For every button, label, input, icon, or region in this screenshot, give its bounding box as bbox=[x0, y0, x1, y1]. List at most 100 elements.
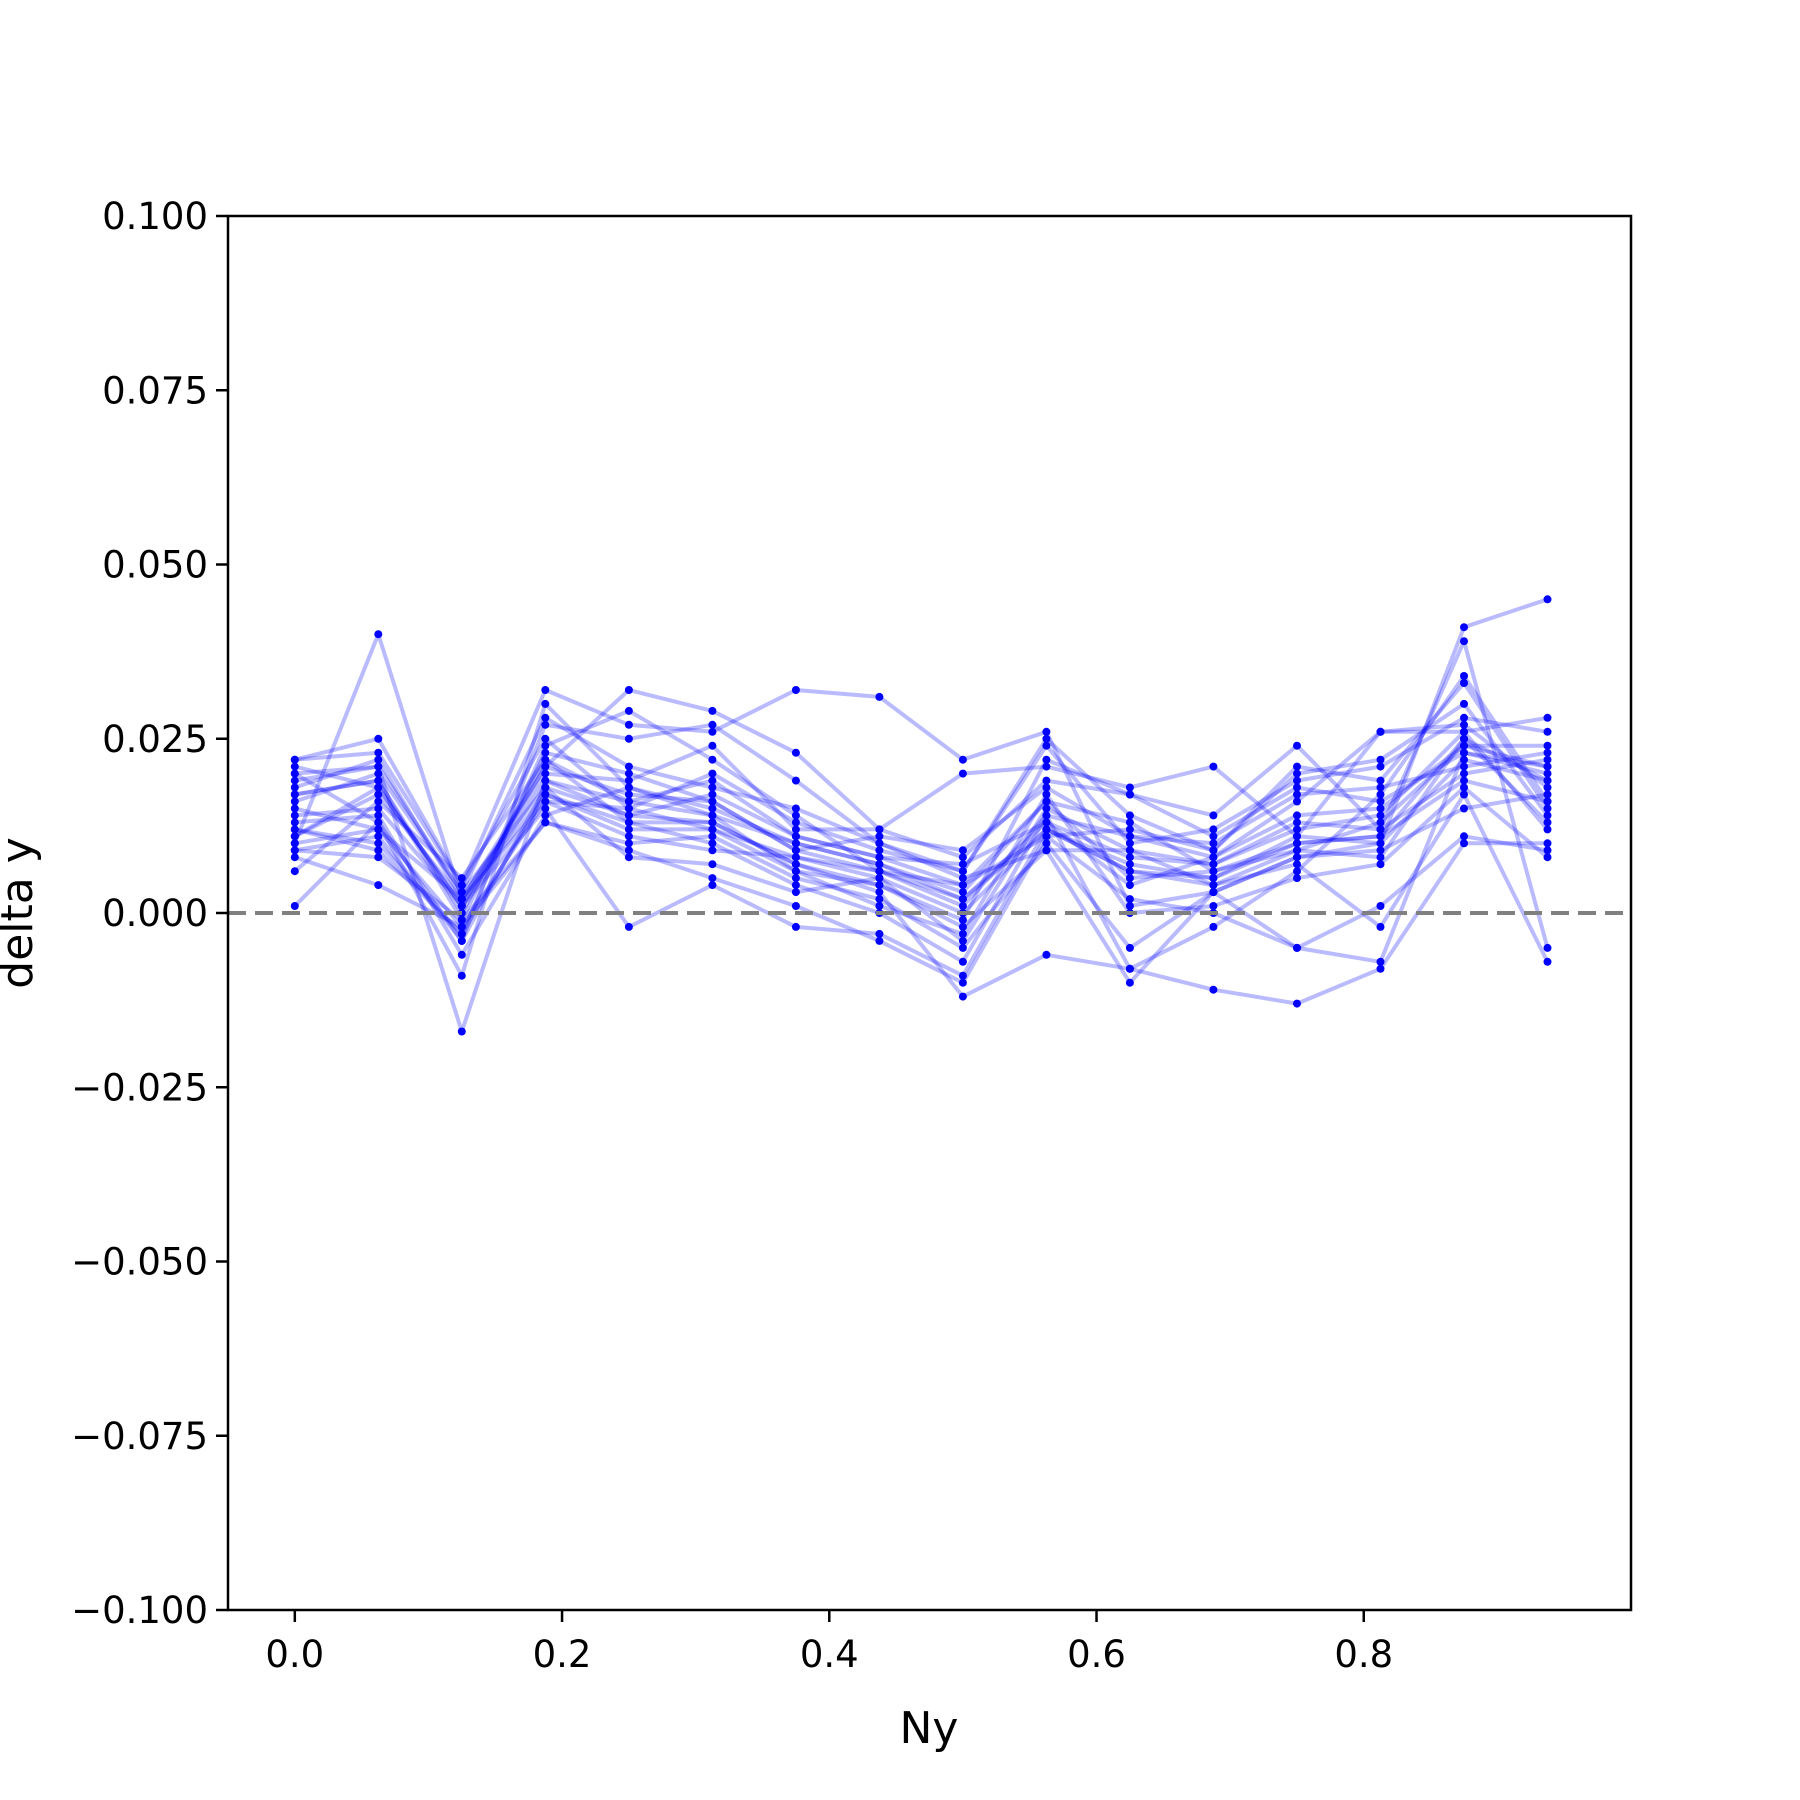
data-point-s8-7 bbox=[791, 881, 800, 890]
series-line-3 bbox=[294, 764, 1548, 1034]
data-point-s20-16 bbox=[1543, 804, 1552, 813]
y-tick-label: 0.100 bbox=[102, 195, 208, 238]
x-tick-label: 0.4 bbox=[800, 1633, 859, 1676]
data-point-s18-11 bbox=[1125, 853, 1134, 862]
data-point-s23-6 bbox=[708, 790, 717, 799]
data-point-s2-16 bbox=[1543, 595, 1552, 604]
data-point-s20-15 bbox=[1460, 679, 1468, 687]
data-point-s23-8 bbox=[875, 853, 884, 862]
data-point-s5-13 bbox=[1293, 741, 1301, 750]
data-point-s2-5 bbox=[624, 720, 633, 729]
data-point-s23-13 bbox=[1293, 839, 1301, 848]
data-point-s6-5 bbox=[624, 734, 633, 743]
data-point-s24-4 bbox=[541, 755, 550, 764]
data-point-s7-6 bbox=[708, 776, 717, 785]
data-point-s10-5 bbox=[624, 706, 633, 715]
series-line-21 bbox=[294, 820, 1548, 985]
ticks-layer: 0.100 0.075 0.050 0.025 0.000 −0.025 −0.050 −0.… bbox=[71, 195, 1393, 1676]
data-point-s20-6 bbox=[708, 783, 717, 792]
y-tick-label: 0.050 bbox=[102, 544, 208, 587]
data-point-s6-11 bbox=[1125, 978, 1134, 987]
data-point-s16-16 bbox=[1543, 727, 1552, 736]
data-point-s10-11 bbox=[1125, 825, 1134, 834]
data-point-s7-3 bbox=[457, 874, 466, 883]
y-tick-label: 0.075 bbox=[102, 369, 208, 412]
data-point-s19-4 bbox=[541, 790, 550, 799]
data-point-s5-3 bbox=[457, 971, 466, 980]
data-point-s12-8 bbox=[875, 929, 884, 938]
data-point-s9-9 bbox=[958, 846, 967, 855]
data-point-s14-13 bbox=[1293, 783, 1301, 792]
data-point-s13-1 bbox=[290, 818, 299, 827]
data-point-s24-1 bbox=[290, 790, 299, 799]
data-point-s18-1 bbox=[290, 811, 299, 820]
data-point-s18-10 bbox=[1042, 818, 1051, 827]
data-point-s1-2 bbox=[374, 630, 383, 639]
data-point-s4-7 bbox=[791, 748, 800, 757]
data-point-s2-2 bbox=[374, 734, 383, 743]
data-point-s3-9 bbox=[958, 992, 967, 1001]
data-point-s24-2 bbox=[374, 776, 383, 785]
y-tick-label: −0.025 bbox=[71, 1066, 208, 1109]
data-point-s6-6 bbox=[708, 720, 717, 729]
series-line-1 bbox=[292, 632, 1549, 902]
series-line-14 bbox=[294, 743, 1548, 902]
data-point-s2-11 bbox=[1125, 902, 1134, 910]
data-point-s19-3 bbox=[457, 929, 466, 938]
series-line-17 bbox=[294, 757, 1548, 929]
data-point-s12-6 bbox=[708, 881, 717, 890]
data-point-s24-10 bbox=[1042, 846, 1051, 855]
data-point-s22-2 bbox=[374, 790, 383, 799]
data-point-s23-7 bbox=[791, 832, 800, 841]
data-point-s8-15 bbox=[1460, 672, 1468, 680]
data-point-s8-9 bbox=[958, 957, 967, 966]
data-point-s24-6 bbox=[708, 818, 717, 827]
data-point-s2-8 bbox=[875, 692, 884, 701]
data-point-s18-12 bbox=[1209, 860, 1218, 869]
data-point-s4-12 bbox=[1209, 762, 1218, 771]
data-point-s21-15 bbox=[1460, 832, 1468, 841]
data-point-s17-2 bbox=[374, 825, 383, 834]
data-point-s2-6 bbox=[708, 727, 717, 736]
data-point-s4-16 bbox=[1543, 713, 1552, 722]
data-point-s14-7 bbox=[791, 825, 800, 834]
data-point-s8-1 bbox=[290, 804, 299, 813]
series-line-24 bbox=[294, 736, 1549, 929]
data-point-s20-7 bbox=[791, 804, 800, 813]
data-point-s11-5 bbox=[624, 853, 633, 862]
data-point-s13-9 bbox=[958, 888, 967, 897]
series-line-20 bbox=[294, 681, 1550, 895]
data-point-s15-15 bbox=[1460, 804, 1468, 813]
data-point-s10-7 bbox=[791, 811, 800, 820]
data-point-s22-9 bbox=[958, 902, 967, 910]
data-point-s6-7 bbox=[791, 776, 800, 785]
data-point-s13-6 bbox=[708, 804, 717, 813]
data-point-s20-1 bbox=[290, 797, 299, 806]
data-point-s22-7 bbox=[791, 846, 800, 855]
series-layer bbox=[290, 595, 1552, 1036]
data-point-s15-9 bbox=[958, 943, 967, 952]
data-point-s19-7 bbox=[791, 867, 800, 876]
data-point-s18-13 bbox=[1293, 818, 1301, 827]
data-point-s17-7 bbox=[791, 853, 800, 862]
data-point-s20-3 bbox=[457, 888, 466, 897]
data-point-s23-11 bbox=[1125, 874, 1134, 883]
data-point-s4-10 bbox=[1042, 762, 1051, 771]
data-point-s13-14 bbox=[1376, 818, 1385, 827]
y-axis-title: delta y bbox=[0, 837, 43, 988]
data-point-s12-14 bbox=[1376, 922, 1385, 931]
series-line-7 bbox=[293, 722, 1549, 888]
data-point-s2-10 bbox=[1042, 727, 1051, 736]
data-point-s17-13 bbox=[1293, 832, 1301, 841]
data-point-s14-5 bbox=[624, 776, 633, 785]
series-line-5 bbox=[293, 639, 1550, 978]
data-point-s22-15 bbox=[1460, 741, 1468, 750]
data-point-s8-11 bbox=[1125, 964, 1134, 973]
data-point-s11-14 bbox=[1376, 811, 1385, 820]
data-point-s20-5 bbox=[624, 762, 633, 771]
data-point-s21-7 bbox=[791, 902, 800, 910]
data-point-s13-11 bbox=[1125, 818, 1134, 827]
data-point-s18-15 bbox=[1460, 769, 1468, 778]
data-point-s14-10 bbox=[1042, 776, 1051, 785]
